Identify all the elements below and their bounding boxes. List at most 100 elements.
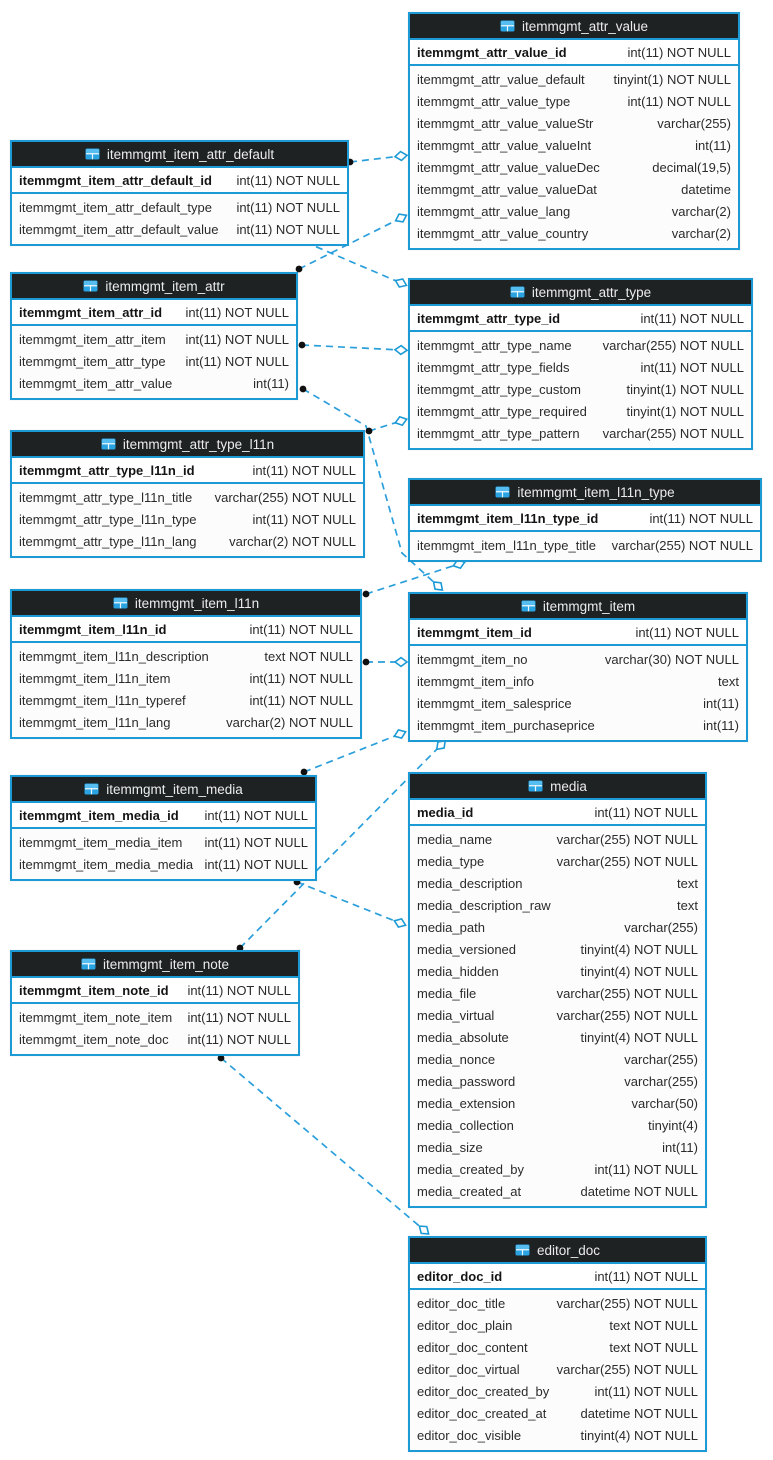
table-media[interactable]: media media_id int(11) NOT NULL media_name v… (408, 772, 707, 1208)
column-row[interactable]: itemmgmt_item_attr_default_type int(11) N… (12, 197, 347, 219)
column-row[interactable]: media_created_by int(11) NOT NULL (410, 1159, 705, 1181)
table-header[interactable]: editor_doc (410, 1238, 705, 1264)
column-row[interactable]: itemmgmt_item_media_item int(11) NOT NULL (12, 832, 315, 854)
primary-key-row[interactable]: itemmgmt_item_l11n_type_id int(11) NOT NU… (410, 506, 760, 532)
column-row[interactable]: itemmgmt_item_l11n_type_title varchar(255… (410, 535, 760, 557)
column-row[interactable]: itemmgmt_attr_value_valueDec decimal(19,5… (410, 157, 738, 179)
column-row[interactable]: media_file varchar(255) NOT NULL (410, 983, 705, 1005)
column-row[interactable]: itemmgmt_attr_type_l11n_title varchar(255… (12, 487, 363, 509)
column-row[interactable]: media_absolute tinyint(4) NOT NULL (410, 1027, 705, 1049)
primary-key-row[interactable]: itemmgmt_item_l11n_id int(11) NOT NULL (12, 617, 360, 643)
relationship-line-itemmgmt_item_media--itemmgmt_item[interactable] (303, 733, 401, 773)
table-header[interactable]: itemmgmt_item (410, 594, 746, 620)
primary-key-row[interactable]: media_id int(11) NOT NULL (410, 800, 705, 826)
table-itemmgmt_item[interactable]: itemmgmt_item itemmgmt_item_id int(11) NOT… (408, 592, 748, 742)
column-row[interactable]: itemmgmt_attr_value_valueStr varchar(255) (410, 113, 738, 135)
table-header[interactable]: itemmgmt_attr_type (410, 280, 751, 306)
table-header[interactable]: itemmgmt_attr_value (410, 14, 738, 40)
primary-key-row[interactable]: itemmgmt_attr_value_id int(11) NOT NULL (410, 40, 738, 66)
column-row[interactable]: itemmgmt_item_l11n_lang varchar(2) NOT NU… (12, 712, 360, 734)
column-row[interactable]: media_created_at datetime NOT NULL (410, 1181, 705, 1203)
table-header[interactable]: itemmgmt_attr_type_l11n (12, 432, 363, 458)
column-row[interactable]: itemmgmt_attr_value_type int(11) NOT NULL (410, 91, 738, 113)
table-header[interactable]: itemmgmt_item_media (12, 777, 315, 803)
table-editor_doc[interactable]: editor_doc editor_doc_id int(11) NOT NULL e… (408, 1236, 707, 1452)
primary-key-row[interactable]: itemmgmt_item_attr_id int(11) NOT NULL (12, 300, 296, 326)
relationship-line-itemmgmt_item_l11n--itemmgmt_item_l11n_type[interactable] (365, 563, 460, 595)
relationship-line-itemmgmt_item_attr--itemmgmt_item[interactable] (302, 388, 439, 587)
column-row[interactable]: media_extension varchar(50) (410, 1093, 705, 1115)
column-row[interactable]: itemmgmt_item_info text (410, 671, 746, 693)
column-row[interactable]: editor_doc_plain text NOT NULL (410, 1315, 705, 1337)
column-row[interactable]: itemmgmt_item_attr_item int(11) NOT NULL (12, 329, 296, 351)
table-header[interactable]: itemmgmt_item_attr_default (12, 142, 347, 168)
column-row[interactable]: itemmgmt_item_note_item int(11) NOT NULL (12, 1007, 298, 1029)
table-header[interactable]: itemmgmt_item_l11n_type (410, 480, 760, 506)
column-row[interactable]: media_name varchar(255) NOT NULL (410, 829, 705, 851)
column-row[interactable]: media_nonce varchar(255) (410, 1049, 705, 1071)
column-row[interactable]: itemmgmt_attr_type_fields int(11) NOT NUL… (410, 357, 751, 379)
column-row[interactable]: itemmgmt_attr_value_country varchar(2) (410, 223, 738, 245)
column-row[interactable]: itemmgmt_attr_value_lang varchar(2) (410, 201, 738, 223)
table-itemmgmt_item_l11n_type[interactable]: itemmgmt_item_l11n_type itemmgmt_item_l11… (408, 478, 762, 562)
column-row[interactable]: itemmgmt_item_attr_default_value int(11) … (12, 219, 347, 241)
table-itemmgmt_attr_value[interactable]: itemmgmt_attr_value itemmgmt_attr_value_i… (408, 12, 740, 250)
column-row[interactable]: editor_doc_title varchar(255) NOT NULL (410, 1293, 705, 1315)
column-row[interactable]: media_collection tinyint(4) (410, 1115, 705, 1137)
column-row[interactable]: itemmgmt_item_media_media int(11) NOT NUL… (12, 854, 315, 876)
column-row[interactable]: editor_doc_virtual varchar(255) NOT NULL (410, 1359, 705, 1381)
column-row[interactable]: media_description_raw text (410, 895, 705, 917)
column-row[interactable]: itemmgmt_item_attr_value int(11) (12, 373, 296, 395)
column-row[interactable]: itemmgmt_item_l11n_description text NOT N… (12, 646, 360, 668)
primary-key-row[interactable]: itemmgmt_item_note_id int(11) NOT NULL (12, 978, 298, 1004)
column-row[interactable]: media_hidden tinyint(4) NOT NULL (410, 961, 705, 983)
primary-key-row[interactable]: itemmgmt_attr_type_id int(11) NOT NULL (410, 306, 751, 332)
table-header[interactable]: itemmgmt_item_l11n (12, 591, 360, 617)
column-row[interactable]: itemmgmt_item_attr_type int(11) NOT NULL (12, 351, 296, 373)
column-row[interactable]: itemmgmt_item_purchaseprice int(11) (410, 715, 746, 737)
column-row[interactable]: itemmgmt_attr_type_name varchar(255) NOT … (410, 335, 751, 357)
column-row[interactable]: editor_doc_visible tinyint(4) NOT NULL (410, 1425, 705, 1447)
column-row[interactable]: itemmgmt_attr_type_custom tinyint(1) NOT … (410, 379, 751, 401)
relationship-line-itemmgmt_item_attr--itemmgmt_attr_type[interactable] (301, 344, 402, 351)
column-row[interactable]: media_size int(11) (410, 1137, 705, 1159)
column-row[interactable]: media_description text (410, 873, 705, 895)
table-header[interactable]: itemmgmt_item_note (12, 952, 298, 978)
column-row[interactable]: itemmgmt_item_no varchar(30) NOT NULL (410, 649, 746, 671)
column-row[interactable]: itemmgmt_item_l11n_item int(11) NOT NULL (12, 668, 360, 690)
primary-key-row[interactable]: itemmgmt_item_media_id int(11) NOT NULL (12, 803, 315, 829)
table-itemmgmt_attr_type[interactable]: itemmgmt_attr_type itemmgmt_attr_type_id i… (408, 278, 753, 450)
relationship-line-itemmgmt_item_attr_default--itemmgmt_attr_value[interactable] (349, 155, 402, 163)
column-row[interactable]: itemmgmt_item_note_doc int(11) NOT NULL (12, 1029, 298, 1051)
column-row[interactable]: itemmgmt_attr_value_default tinyint(1) NO… (410, 69, 738, 91)
table-header[interactable]: media (410, 774, 705, 800)
column-row[interactable]: itemmgmt_attr_value_valueDat datetime (410, 179, 738, 201)
column-row[interactable]: itemmgmt_attr_type_l11n_lang varchar(2) N… (12, 531, 363, 553)
table-itemmgmt_item_attr[interactable]: itemmgmt_item_attr itemmgmt_item_attr_id i… (10, 272, 298, 400)
column-row[interactable]: itemmgmt_item_l11n_typeref int(11) NOT NU… (12, 690, 360, 712)
column-row[interactable]: editor_doc_created_by int(11) NOT NULL (410, 1381, 705, 1403)
relationship-line-itemmgmt_item_attr_default--itemmgmt_attr_type[interactable] (304, 241, 402, 284)
table-itemmgmt_item_media[interactable]: itemmgmt_item_media itemmgmt_item_media_i… (10, 775, 317, 881)
table-itemmgmt_item_l11n[interactable]: itemmgmt_item_l11n itemmgmt_item_l11n_id i… (10, 589, 362, 739)
column-row[interactable]: itemmgmt_attr_type_required tinyint(1) NO… (410, 401, 751, 423)
primary-key-row[interactable]: editor_doc_id int(11) NOT NULL (410, 1264, 705, 1290)
column-row[interactable]: itemmgmt_attr_type_l11n_type int(11) NOT … (12, 509, 363, 531)
column-row[interactable]: media_password varchar(255) (410, 1071, 705, 1093)
primary-key-row[interactable]: itemmgmt_item_id int(11) NOT NULL (410, 620, 746, 646)
column-row[interactable]: media_path varchar(255) (410, 917, 705, 939)
column-row[interactable]: itemmgmt_attr_value_valueInt int(11) (410, 135, 738, 157)
primary-key-row[interactable]: itemmgmt_item_attr_default_id int(11) NOT… (12, 168, 347, 194)
primary-key-row[interactable]: itemmgmt_attr_type_l11n_id int(11) NOT NU… (12, 458, 363, 484)
table-itemmgmt_item_attr_default[interactable]: itemmgmt_item_attr_default itemmgmt_item_… (10, 140, 349, 246)
column-row[interactable]: editor_doc_content text NOT NULL (410, 1337, 705, 1359)
column-row[interactable]: itemmgmt_attr_type_pattern varchar(255) N… (410, 423, 751, 445)
column-row[interactable]: media_type varchar(255) NOT NULL (410, 851, 705, 873)
column-row[interactable]: editor_doc_created_at datetime NOT NULL (410, 1403, 705, 1425)
table-header[interactable]: itemmgmt_item_attr (12, 274, 296, 300)
column-row[interactable]: media_virtual varchar(255) NOT NULL (410, 1005, 705, 1027)
relationship-line-itemmgmt_item_note--editor_doc[interactable] (220, 1057, 425, 1231)
column-row[interactable]: itemmgmt_item_salesprice int(11) (410, 693, 746, 715)
table-itemmgmt_attr_type_l11n[interactable]: itemmgmt_attr_type_l11n itemmgmt_attr_typ… (10, 430, 365, 558)
relationship-line-itemmgmt_item_media--media[interactable] (296, 881, 401, 924)
